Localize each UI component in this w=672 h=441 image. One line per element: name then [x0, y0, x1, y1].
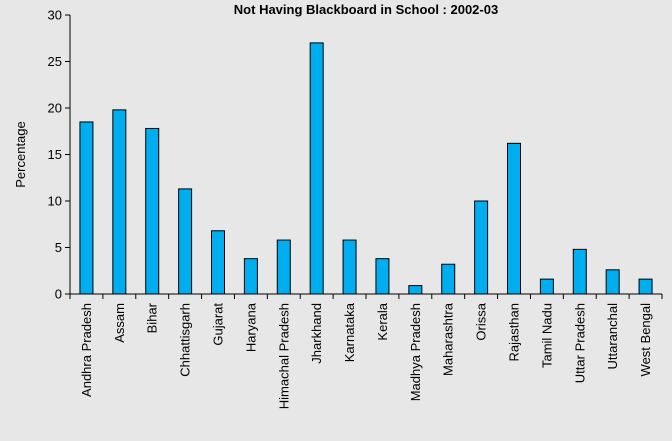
y-tick-label: 30 [48, 8, 62, 23]
x-tick-label: Himachal Pradesh [276, 303, 291, 409]
chart-title: Not Having Blackboard in School : 2002-0… [234, 2, 498, 17]
bar [112, 109, 127, 295]
y-tick-label: 10 [48, 194, 62, 209]
x-tick-label: Andhra Pradesh [79, 303, 94, 397]
x-tick-label: Orissa [474, 302, 489, 340]
x-tick-label: Gujarat [211, 303, 226, 346]
bar [178, 188, 193, 295]
x-tick-label: Maharashtra [441, 302, 456, 376]
bar [507, 142, 521, 295]
bar [342, 239, 357, 295]
bars [79, 42, 653, 295]
bar [408, 285, 423, 295]
y-tick-label: 20 [48, 101, 62, 116]
x-tick-label: Uttar Pradesh [572, 303, 587, 383]
y-tick-label: 5 [55, 240, 62, 255]
bar [638, 278, 653, 295]
bar [474, 200, 489, 295]
x-tick-labels: Andhra Pradesh Assam Bihar Chhattisgarh Guja… [69, 294, 663, 409]
x-tick-label: West Bengal [638, 303, 653, 377]
x-tick-label: Madhya Pradesh [408, 303, 423, 401]
bar [539, 278, 554, 295]
x-tick-label: Chhattisgarh [178, 303, 193, 377]
bar [605, 269, 620, 295]
x-tick-label: Haryana [243, 302, 258, 352]
x-tick-label: Rajasthan [507, 303, 522, 362]
bar [243, 258, 258, 295]
x-tick-label: Kerala [375, 302, 390, 340]
bar [211, 230, 225, 295]
bar [375, 258, 390, 295]
bar [572, 248, 587, 295]
bar [309, 42, 324, 295]
bar [145, 127, 160, 295]
x-tick-label: Uttaranchal [605, 303, 620, 370]
x-tick-label: Bihar [145, 302, 160, 333]
x-tick-label: Assam [112, 303, 127, 343]
x-tick-label: Karnataka [342, 302, 357, 362]
bar [276, 239, 291, 295]
y-tick-label: 15 [48, 147, 62, 162]
y-axis-label: Percentage [13, 121, 28, 188]
y-tick-label: 25 [48, 54, 62, 69]
y-ticks: 0 5 10 15 20 25 30 [48, 8, 70, 302]
y-tick-label: 0 [55, 287, 62, 302]
bar [441, 263, 456, 295]
x-tick-label: Tamil Nadu [539, 303, 554, 368]
x-tick-label: Jharkhand [309, 303, 324, 364]
bar [79, 121, 94, 295]
